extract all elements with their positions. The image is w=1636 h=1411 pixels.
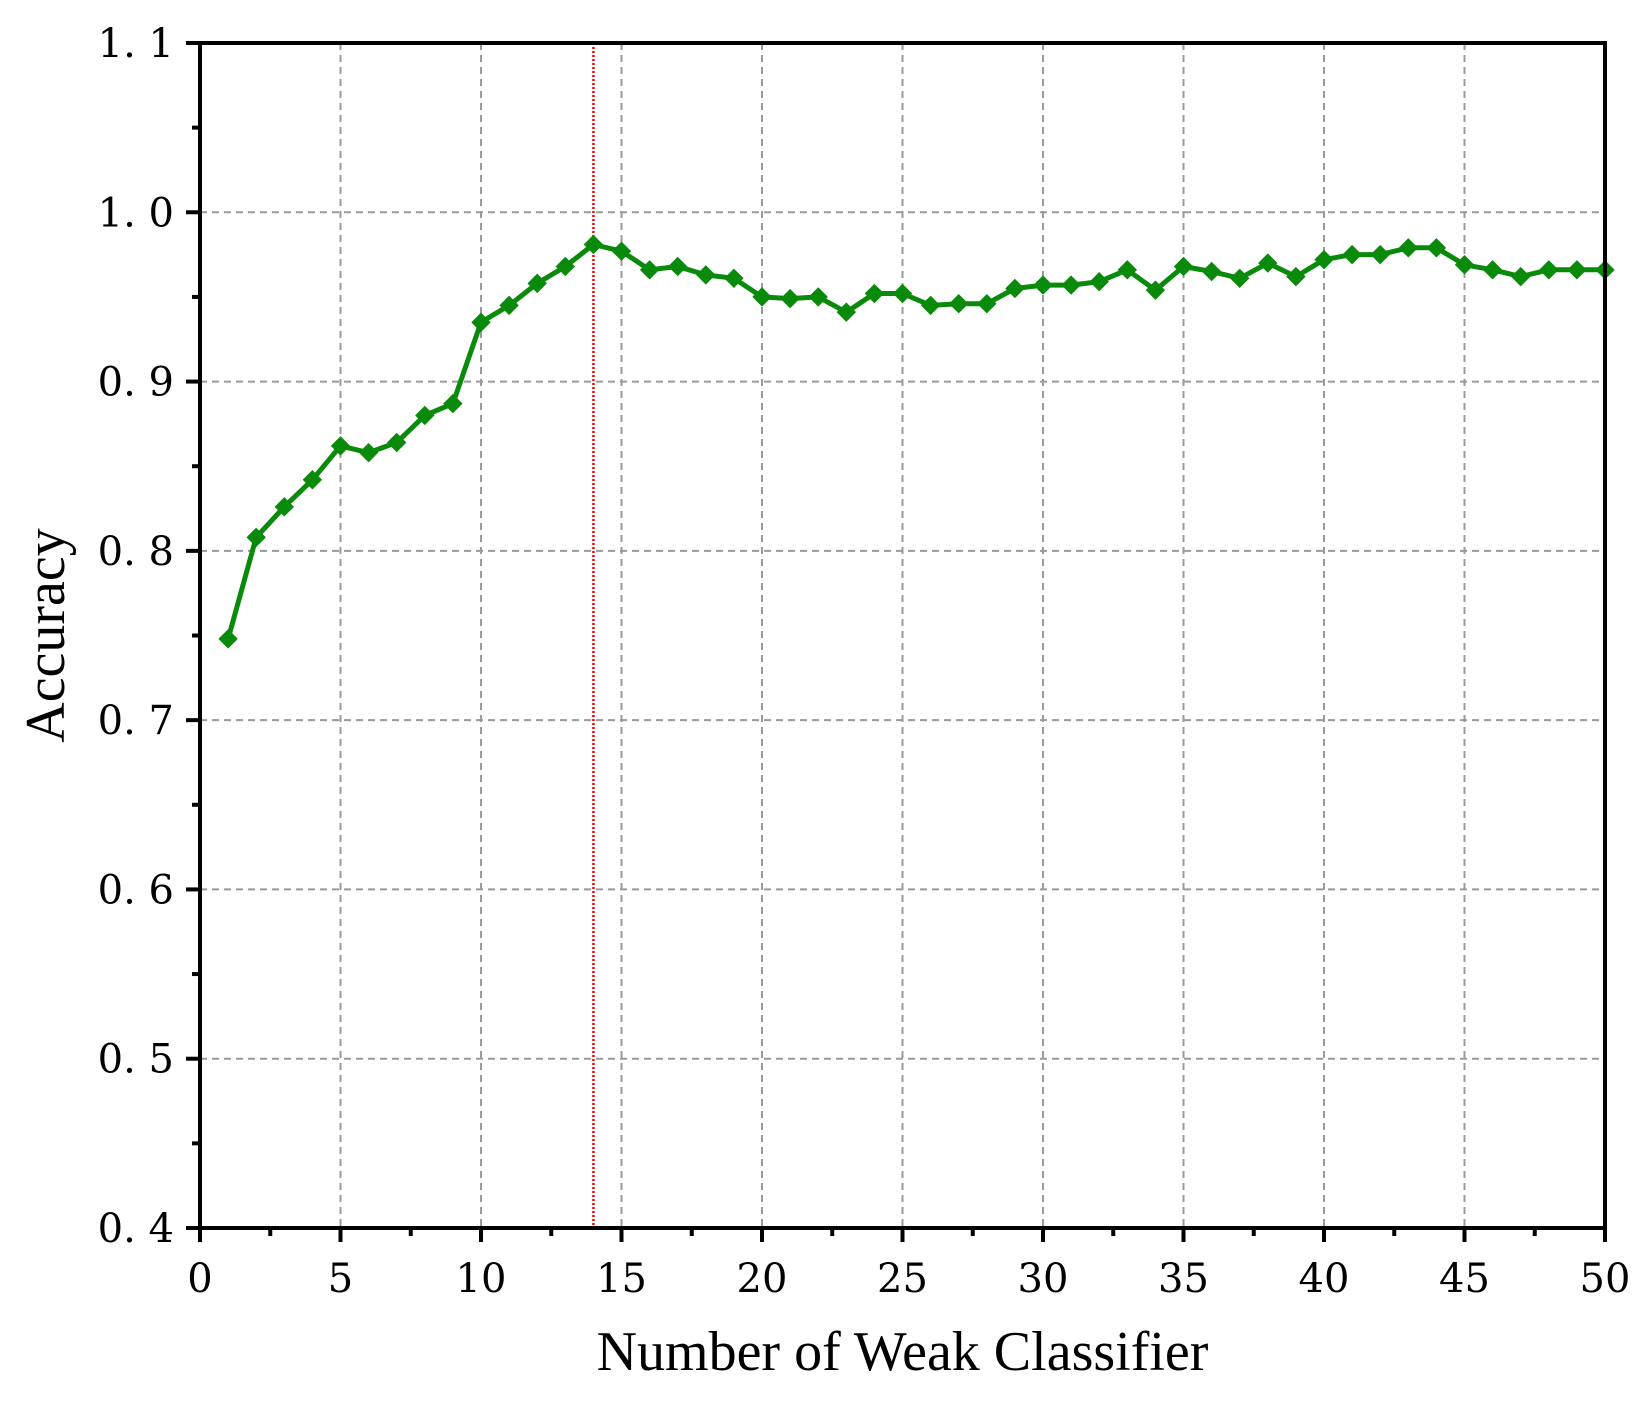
- data-point-marker: [977, 293, 997, 314]
- ticks: [186, 41, 1607, 1242]
- data-point-marker: [1005, 278, 1025, 299]
- data-point-marker: [611, 241, 632, 261]
- data-point-marker: [836, 302, 857, 322]
- x-tick-label: 0: [187, 1256, 212, 1302]
- y-tick-label: 1. 0: [98, 190, 174, 236]
- y-tick-label: 0. 7: [98, 698, 174, 744]
- x-tick-label: 35: [1158, 1256, 1209, 1302]
- data-point-marker: [639, 260, 660, 280]
- data-point-marker: [1201, 261, 1222, 282]
- x-tick-label: 50: [1580, 1256, 1631, 1302]
- data-point-marker: [1145, 280, 1166, 300]
- data-point-marker: [1398, 238, 1419, 258]
- data-point-marker: [667, 256, 688, 277]
- data-point-marker: [892, 283, 913, 304]
- series-layer: [218, 234, 1615, 649]
- x-tick-label: 30: [1018, 1256, 1069, 1302]
- data-point-marker: [246, 527, 266, 548]
- y-axis-title: Accuracy: [15, 528, 77, 743]
- data-point-marker: [780, 288, 800, 309]
- tick-labels: 0 5 10 15 20 25 30 35 40 45 50 0. 4 0. 5 0. 6 0. 7 0. 8…: [98, 21, 1631, 1302]
- data-point-marker: [358, 442, 379, 463]
- data-point-marker: [1033, 275, 1053, 295]
- x-tick-label: 40: [1299, 1256, 1350, 1302]
- data-point-marker: [724, 268, 744, 289]
- series-line: [225, 242, 1605, 640]
- x-tick-label: 5: [328, 1256, 353, 1302]
- y-tick-label: 0. 4: [98, 1206, 174, 1252]
- data-point-marker: [274, 497, 295, 517]
- data-point-marker: [1370, 244, 1390, 265]
- data-point-marker: [1510, 266, 1531, 287]
- y-tick-label: 0. 8: [98, 529, 174, 575]
- data-point-marker: [218, 629, 238, 649]
- data-point-marker: [1286, 266, 1306, 287]
- y-tick-label: 0. 9: [98, 360, 174, 406]
- data-point-marker: [808, 287, 828, 307]
- data-point-marker: [1539, 260, 1559, 280]
- data-point-marker: [555, 256, 576, 277]
- data-point-marker: [415, 405, 435, 426]
- x-tick-label: 20: [737, 1256, 788, 1302]
- data-point-marker: [1482, 260, 1503, 280]
- data-point-marker: [583, 234, 604, 255]
- data-point-marker: [471, 312, 491, 333]
- data-point-marker: [1117, 260, 1138, 280]
- y-tick-label: 0. 6: [98, 867, 174, 913]
- data-point-marker: [527, 273, 547, 294]
- data-point-marker: [1089, 271, 1109, 292]
- data-point-marker: [302, 470, 323, 490]
- data-point-marker: [443, 393, 463, 414]
- data-point-marker: [330, 436, 351, 456]
- data-point-marker: [386, 432, 407, 453]
- data-point-marker: [1229, 268, 1250, 289]
- data-point-marker: [1173, 256, 1194, 277]
- data-point-marker: [948, 293, 969, 314]
- data-point-marker: [1426, 238, 1447, 258]
- data-point-marker: [499, 295, 519, 316]
- grid: [200, 43, 1605, 1228]
- data-point-marker: [1342, 244, 1362, 265]
- data-point-marker: [1567, 260, 1587, 280]
- data-point-marker: [696, 265, 716, 285]
- data-point-marker: [920, 295, 941, 316]
- x-tick-label: 10: [456, 1256, 507, 1302]
- x-axis-title: Number of Weak Classifier: [597, 1321, 1209, 1383]
- y-tick-label: 0. 5: [98, 1037, 174, 1083]
- data-point-marker: [1454, 255, 1475, 275]
- data-point-marker: [864, 283, 885, 304]
- data-point-marker: [1258, 253, 1278, 273]
- x-tick-label: 45: [1439, 1256, 1490, 1302]
- y-tick-label: 1. 1: [98, 21, 174, 67]
- data-point-marker: [1314, 249, 1334, 270]
- data-point-marker: [752, 287, 772, 307]
- data-point-marker: [1061, 275, 1081, 295]
- x-tick-label: 25: [877, 1256, 928, 1302]
- x-tick-label: 15: [596, 1256, 647, 1302]
